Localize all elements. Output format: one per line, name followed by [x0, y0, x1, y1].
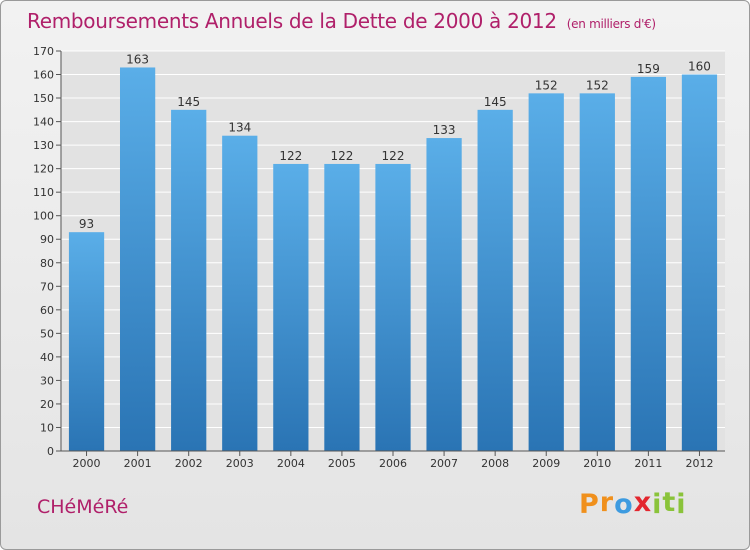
bar-2004: [273, 163, 309, 452]
data-label-2001: 163: [126, 52, 149, 66]
bar-2003: [222, 135, 258, 452]
data-label-2010: 152: [586, 78, 609, 92]
logo-letter: i: [652, 489, 663, 520]
data-label-2004: 122: [279, 149, 302, 163]
y-tick-label: 110: [33, 186, 54, 199]
data-label-2002: 145: [177, 95, 200, 109]
data-labels: 93 163 145 134 122 122 122 133 145 152 152 159 160: [79, 52, 711, 231]
chart-title-text: Remboursements Annuels de la Dette de 20…: [27, 9, 557, 33]
y-tick-label: 70: [40, 280, 54, 293]
y-tick-label: 60: [40, 304, 54, 317]
bar-2008: [477, 109, 513, 451]
data-label-2003: 134: [228, 121, 251, 135]
bars: [68, 67, 718, 452]
x-tick-label-2005: 2005: [328, 457, 356, 470]
bar-2001: [119, 67, 156, 452]
proxiti-logo: Proxiti: [579, 487, 687, 520]
data-label-2009: 152: [535, 78, 558, 92]
y-tick-label: 80: [40, 257, 54, 270]
chart-title: Remboursements Annuels de la Dette de 20…: [27, 9, 656, 33]
bar-2007: [426, 138, 462, 451]
logo-letter: t: [662, 487, 677, 518]
y-tick-label: 40: [40, 351, 54, 364]
logo-letter: o: [614, 489, 634, 520]
x-tick-label-2011: 2011: [634, 457, 662, 470]
y-tick-label: 0: [47, 445, 54, 458]
x-tick-label-2004: 2004: [277, 457, 305, 470]
y-tick-label: 50: [40, 327, 54, 340]
bar-2012: [681, 74, 718, 451]
bar-2011: [630, 76, 667, 451]
x-tick-label-2001: 2001: [124, 457, 152, 470]
y-tick-label: 90: [40, 233, 54, 246]
data-label-2008: 145: [484, 95, 507, 109]
unit-note: (en milliers d'€): [566, 17, 656, 31]
logo-letter: P: [579, 489, 600, 520]
y-tick-label: 150: [33, 92, 54, 105]
y-tick-label: 130: [33, 139, 54, 152]
data-label-2006: 122: [382, 149, 405, 163]
x-tick-label-2006: 2006: [379, 457, 407, 470]
y-tick-label: 170: [33, 45, 54, 58]
y-tick-label: 30: [40, 374, 54, 387]
x-tick-label-2000: 2000: [73, 457, 101, 470]
x-axis: 2000 2001 2002 2003 2004 2005 2006 2007 2008 2009…: [61, 450, 725, 470]
x-tick-label-2009: 2009: [532, 457, 560, 470]
x-tick-label-2008: 2008: [481, 457, 509, 470]
bar-2005: [324, 163, 360, 452]
y-tick-label: 140: [33, 116, 54, 129]
bar-2000: [68, 232, 105, 451]
y-tick-label: 20: [40, 398, 54, 411]
y-tick-label: 160: [33, 69, 54, 82]
logo-letter: r: [599, 487, 615, 518]
y-tick-label: 100: [33, 210, 54, 223]
bar-2010: [579, 93, 615, 452]
y-tick-label: 10: [40, 421, 54, 434]
data-label-2011: 159: [637, 62, 660, 76]
bar-2009: [528, 93, 564, 452]
x-tick-label-2007: 2007: [430, 457, 458, 470]
data-label-2000: 93: [79, 217, 94, 231]
data-label-2005: 122: [330, 149, 353, 163]
data-label-2007: 133: [433, 123, 456, 137]
x-tick-label-2002: 2002: [175, 457, 203, 470]
y-tick-label: 120: [33, 163, 54, 176]
commune-name: CHéMéRé: [37, 496, 129, 518]
logo-letter: x: [633, 487, 653, 518]
y-axis: 0 10 20 30 40 50 60 70 80 90 100 110 120 130 140 150 160…: [33, 45, 62, 458]
x-tick-label-2012: 2012: [685, 457, 713, 470]
x-tick-label-2010: 2010: [583, 457, 611, 470]
logo-letter: i: [676, 489, 687, 520]
bar-2006: [375, 163, 411, 452]
data-label-2012: 160: [688, 60, 711, 74]
x-tick-label-2003: 2003: [226, 457, 254, 470]
bar-2002: [171, 109, 207, 451]
